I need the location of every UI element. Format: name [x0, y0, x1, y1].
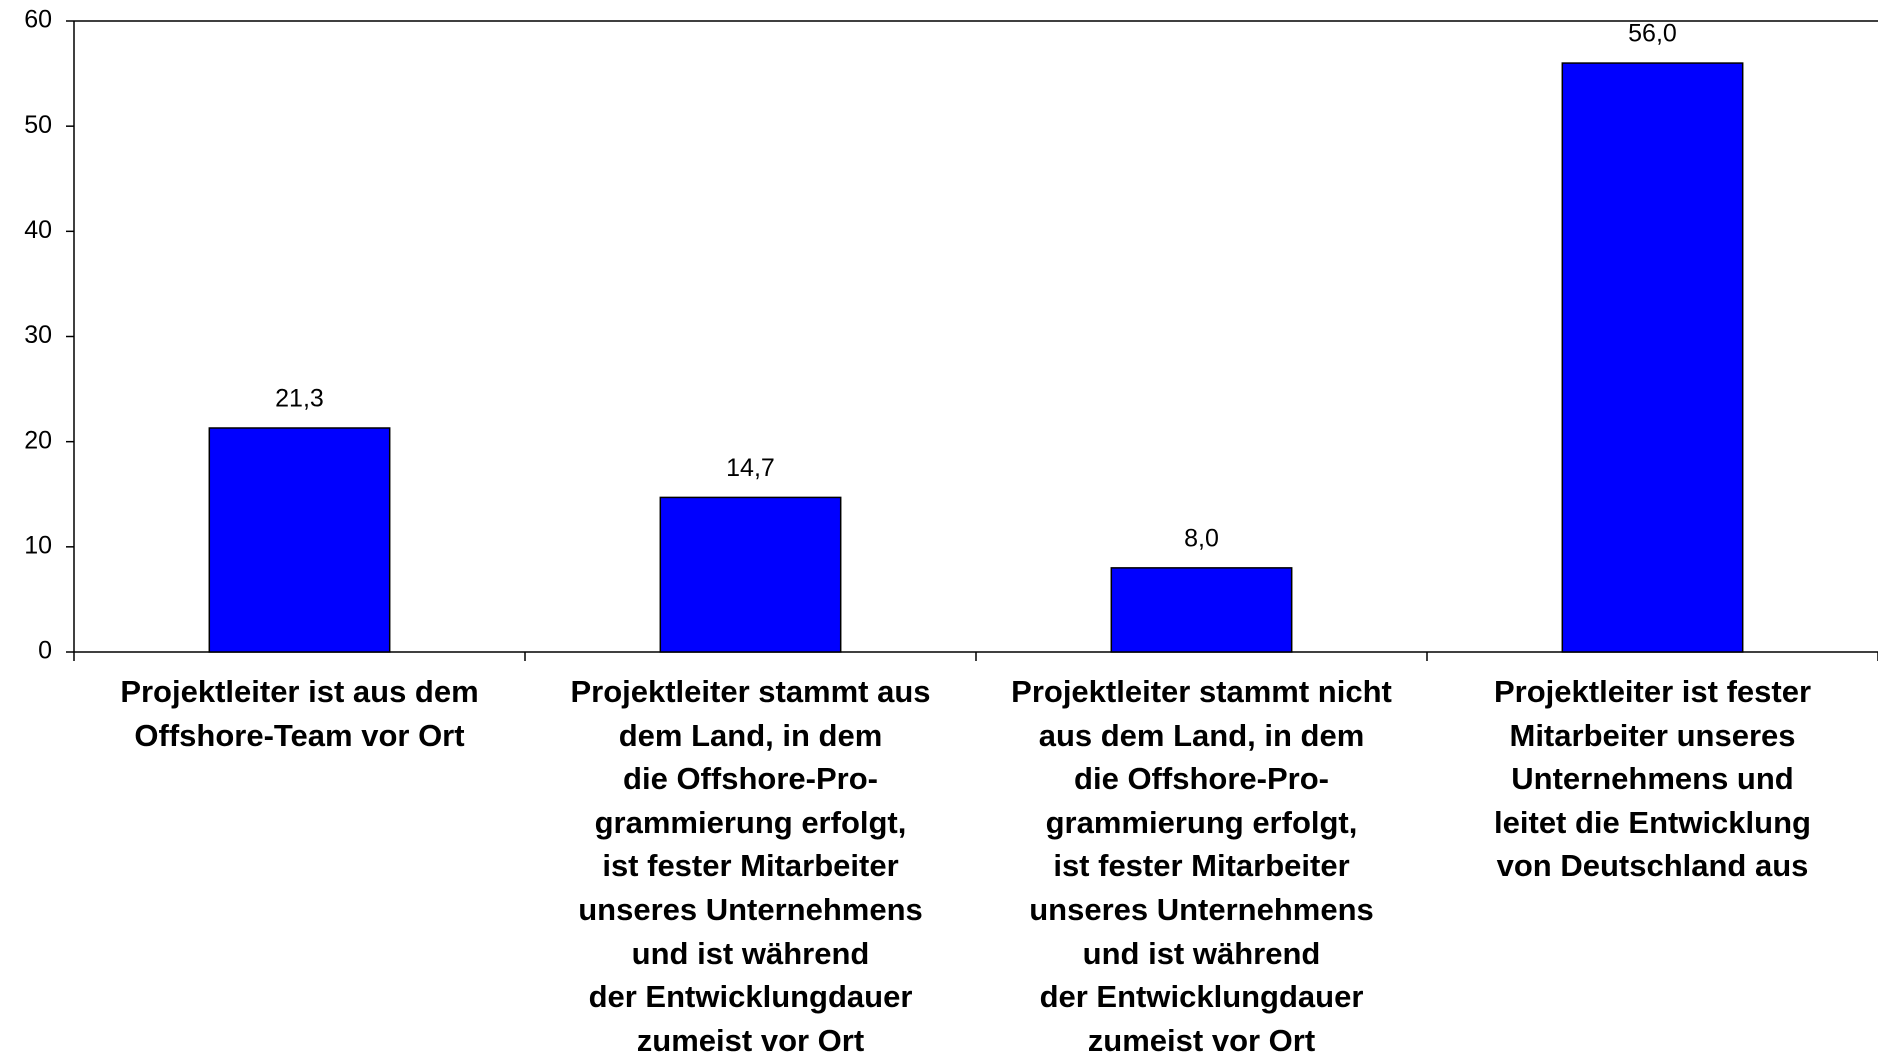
y-tick-label: 30	[24, 321, 52, 349]
y-tick-label: 0	[38, 637, 52, 665]
x-tick-label: Projektleiter ist aus dem Offshore-Team …	[120, 674, 479, 753]
bar	[208, 427, 391, 653]
bar	[659, 496, 842, 653]
y-tick-label: 60	[24, 6, 52, 34]
y-tick-label: 10	[24, 531, 52, 559]
value-label: 14,7	[726, 454, 775, 482]
y-tick-label: 20	[24, 426, 52, 454]
value-label: 21,3	[275, 385, 324, 413]
x-tick-label: Projektleiter ist fester Mitarbeiter uns…	[1493, 674, 1812, 884]
value-label: 8,0	[1184, 524, 1219, 552]
x-tick-label: Projektleiter stammt nicht aus dem Land,…	[1011, 674, 1392, 1056]
y-tick-label: 50	[24, 111, 52, 139]
bar	[1561, 62, 1744, 653]
bar	[1110, 567, 1293, 653]
value-label: 56,0	[1628, 20, 1677, 48]
y-tick-label: 40	[24, 216, 52, 244]
x-tick-label: Projektleiter stammt aus dem Land, in de…	[570, 674, 931, 1056]
